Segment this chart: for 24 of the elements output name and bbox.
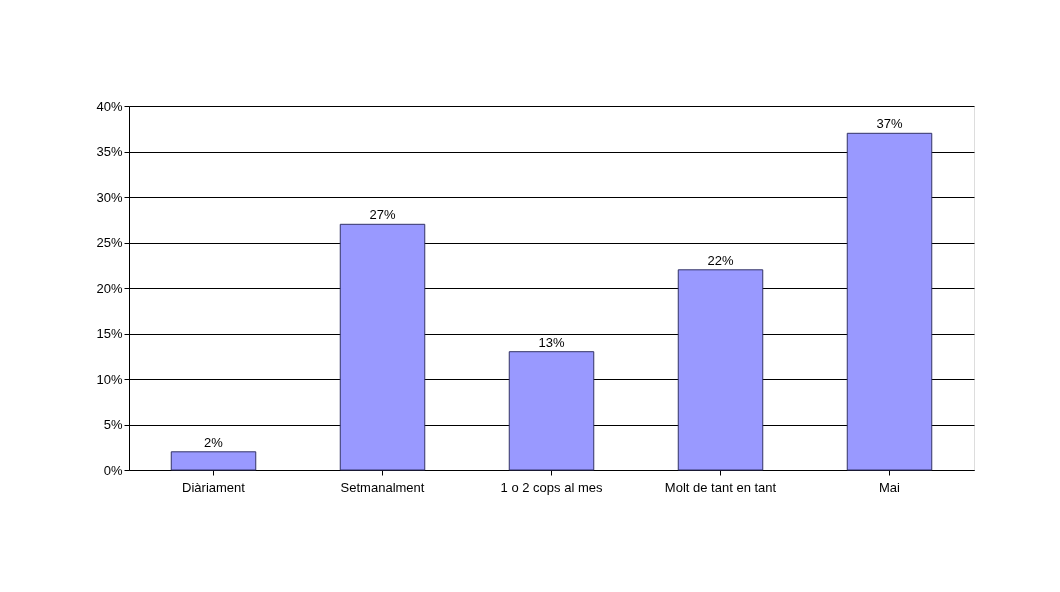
y-tick-label: 15% xyxy=(96,326,123,341)
y-tick-label: 10% xyxy=(96,371,123,387)
y-tick-label: 40% xyxy=(96,98,123,114)
bar xyxy=(846,132,933,471)
y-tick-label: 35% xyxy=(96,144,123,159)
y-tick-label: 0% xyxy=(103,462,123,478)
y-tick-label: 25% xyxy=(96,235,123,250)
x-tick-label: Mai xyxy=(879,479,901,495)
data-label: 22% xyxy=(707,252,734,268)
x-tick-label: Diàriament xyxy=(182,479,246,495)
bar xyxy=(170,451,257,471)
x-tick-label: Molt de tant en tant xyxy=(664,479,777,495)
bar xyxy=(339,223,426,471)
data-label: 27% xyxy=(369,207,396,223)
x-tick-label: Setmanalment xyxy=(340,479,425,495)
y-tick-label: 5% xyxy=(103,417,123,432)
bar xyxy=(677,269,764,471)
bar xyxy=(508,351,595,471)
data-label: 37% xyxy=(876,116,903,132)
y-tick-label: 20% xyxy=(96,280,123,296)
data-label: 2% xyxy=(204,434,224,450)
data-label: 13% xyxy=(538,334,565,350)
x-tick-label: 1 o 2 cops al mes xyxy=(500,479,603,495)
y-tick-label: 30% xyxy=(96,189,123,205)
